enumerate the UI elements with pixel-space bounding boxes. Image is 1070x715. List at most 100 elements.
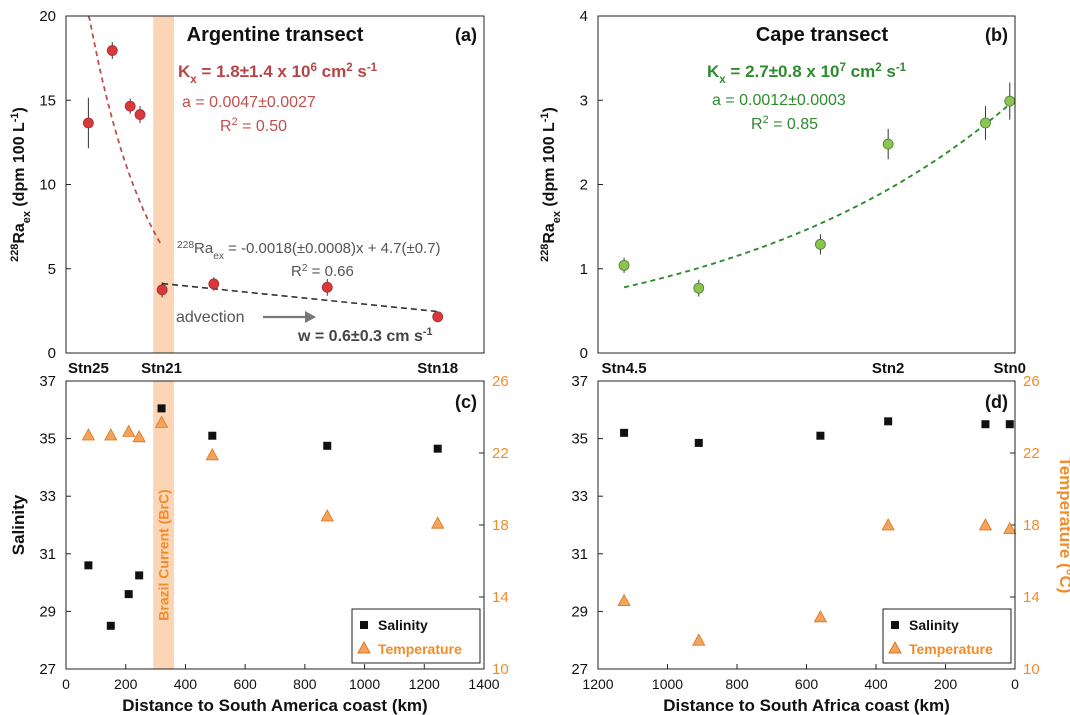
r2-annotation-a: R2 = 0.50	[220, 116, 287, 135]
y-tick-label-b: 0	[580, 345, 588, 362]
text-part: x	[190, 74, 197, 86]
text-part: s	[882, 62, 896, 81]
brc-band-c	[153, 381, 175, 669]
station-label-a: Stn25	[68, 360, 109, 377]
x-axis-label-d: Distance to South Africa coast (km)	[663, 696, 950, 715]
salinity-point-c	[208, 431, 217, 440]
text-part: 228	[539, 244, 551, 262]
temperature-point-c	[320, 509, 334, 522]
text-part: s	[353, 62, 367, 81]
y-tick-label-b: 1	[580, 261, 588, 278]
salinity-point-c	[433, 444, 442, 453]
text-part: cm	[846, 62, 875, 81]
panel-label-b: (b)	[985, 25, 1008, 45]
legend-salinity-label-c: Salinity	[378, 617, 428, 633]
y-tick-label-a: 0	[48, 345, 56, 362]
y2-tick-label-c: 22	[492, 445, 509, 462]
x-tick-label-d: 0	[1011, 676, 1019, 692]
text-part: -1	[539, 113, 551, 123]
data-point-b	[693, 282, 705, 294]
y-tick-label-a: 10	[39, 177, 56, 194]
temperature-point-d	[813, 609, 828, 623]
legend-temperature-label-d: Temperature	[909, 641, 993, 657]
y-tick-label-d: 33	[571, 488, 588, 505]
y2-tick-label-d: 10	[1023, 661, 1040, 678]
data-point-a	[134, 109, 146, 120]
legend-temperature-marker-d	[888, 640, 902, 654]
brc-band-a	[153, 16, 175, 353]
w-annotation-a: w = 0.6±0.3 cm s-1	[297, 326, 433, 345]
text-part: )	[541, 107, 558, 112]
y2-tick-label-d: 14	[1023, 589, 1040, 606]
y2-tick-label-c: 14	[492, 589, 509, 606]
y-tick-label-c: 29	[39, 603, 56, 620]
text-part: ex	[21, 211, 33, 223]
advection-arrow-head-a	[305, 311, 316, 323]
text-part: 2	[302, 263, 308, 274]
y2-tick-label-d: 26	[1023, 373, 1040, 390]
data-point-b	[618, 259, 630, 271]
text-part: = 0.85	[769, 116, 818, 133]
y-tick-label-a: 5	[48, 261, 56, 278]
y-tick-label-b: 2	[580, 177, 588, 194]
x-tick-label-c: 200	[114, 676, 138, 692]
x-tick-label-c: 1200	[409, 676, 440, 692]
text-part: (dpm 100 L	[11, 122, 28, 211]
r2-annotation-b: R2 = 0.85	[751, 114, 818, 133]
y-tick-label-c: 37	[39, 373, 56, 390]
data-point-a	[321, 281, 333, 293]
legend-salinity-marker-c	[360, 621, 368, 629]
temperature-point-d	[692, 633, 706, 646]
text-part: R	[751, 116, 763, 133]
station-label-a: Stn21	[141, 360, 182, 377]
text-part: -1	[367, 62, 378, 74]
exp-fit-line-a	[87, 15, 162, 246]
fit-a-annotation-b: a = 0.0012±0.0003	[712, 92, 846, 109]
linear-r2-annotation-a: R2 = 0.66	[291, 263, 354, 281]
panel-label-d: (d)	[985, 392, 1008, 412]
y2-tick-label-c: 26	[492, 373, 509, 390]
data-point-a	[156, 284, 168, 296]
x-tick-label-d: 200	[934, 676, 958, 692]
text-part: w = 0.6±0.3 cm s	[297, 328, 423, 345]
salinity-point-d	[694, 438, 703, 447]
panel-d-frame	[597, 380, 1016, 670]
y-tick-label-c: 33	[39, 488, 56, 505]
salinity-point-d	[620, 428, 629, 437]
chart-title-a: Argentine transect	[187, 24, 364, 46]
x-tick-label-d: 600	[795, 676, 819, 692]
y-tick-label-a: 15	[39, 92, 56, 109]
temperature-point-c	[431, 516, 445, 529]
temperature-point-d	[881, 518, 895, 531]
text-part: = 1.8±1.4 x 10	[197, 62, 311, 81]
text-part: x	[719, 74, 726, 86]
text-part: = -0.0018(±0.0008)x + 4.7(±0.7)	[224, 240, 441, 257]
panel-c: Brazil Current (BrC) 27 29 31 33 35 37 10 14 18 22…	[9, 373, 509, 715]
linear-fit-line-a	[162, 282, 438, 313]
station-label-b: Stn0	[994, 360, 1027, 377]
text-part: K	[178, 62, 191, 81]
text-part: (dpm 100 L	[541, 122, 558, 211]
x-tick-label-c: 1000	[349, 676, 380, 692]
data-point-a	[124, 100, 136, 112]
text-part: -1	[423, 326, 433, 338]
text-part: = 0.50	[238, 118, 287, 135]
fit-a-annotation-a: a = 0.0047±0.0027	[182, 94, 316, 111]
y-tick-label-c: 35	[39, 431, 56, 448]
y-tick-label-b: 4	[580, 8, 588, 25]
temperature-point-c	[154, 415, 169, 428]
y2-tick-label-d: 22	[1023, 445, 1040, 462]
linear-eq-annotation-a: 228Raex = -0.0018(±0.0008)x + 4.7(±0.7)	[177, 240, 441, 262]
y-tick-label-a: 20	[39, 8, 56, 25]
panel-label-a: (a)	[455, 25, 477, 45]
temperature-point-c	[132, 429, 146, 443]
temperature-point-d	[1003, 521, 1017, 534]
station-label-b: Stn4.5	[602, 360, 647, 377]
x-tick-label-d: 400	[864, 676, 888, 692]
data-point-a	[106, 45, 118, 56]
temperature-point-c	[104, 428, 118, 441]
text-part: K	[707, 62, 720, 81]
